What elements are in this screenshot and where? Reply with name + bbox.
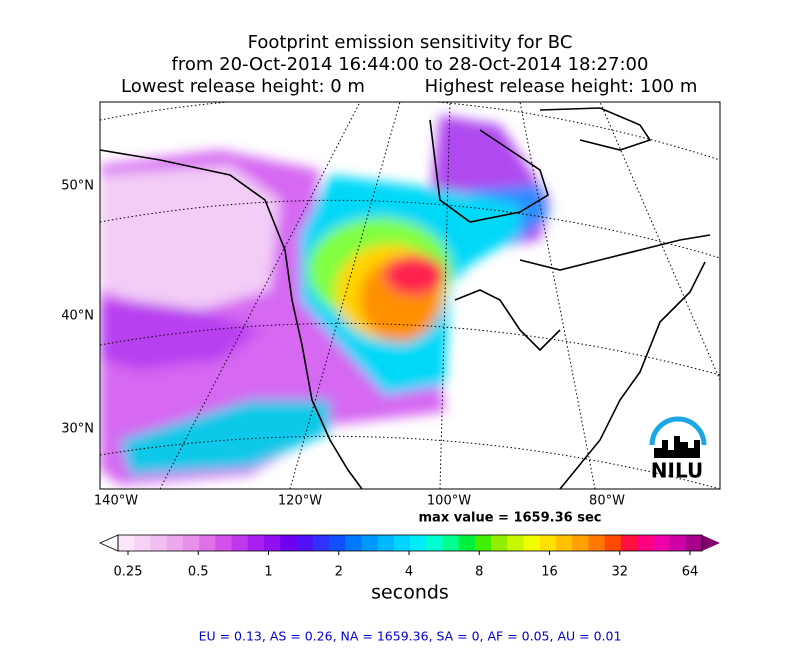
- colorbar-over: [702, 535, 720, 551]
- coastlines: [100, 107, 711, 489]
- colorbar-tick-label: 8: [475, 565, 483, 580]
- lat-label: 40°N: [61, 309, 94, 324]
- lat-label: 30°N: [61, 422, 94, 437]
- colorbar-segment: [393, 535, 411, 551]
- colorbar-segment: [458, 535, 476, 551]
- max-value: max value = 1659.36 sec: [419, 511, 602, 526]
- map: NILU: [100, 102, 720, 489]
- colorbar-tick-label: 0.25: [114, 565, 143, 580]
- colorbar-tick-label: 0.5: [188, 565, 209, 580]
- colorbar-segment: [588, 535, 606, 551]
- colorbar-segment: [669, 535, 687, 551]
- graticule: [100, 102, 720, 489]
- colorbar-segment: [556, 535, 573, 551]
- colorbar-segment: [150, 535, 168, 551]
- lowest-height: Lowest release height: 0 m: [121, 76, 365, 97]
- colorbar-segment: [296, 535, 314, 551]
- colorbar-segment: [231, 535, 249, 551]
- colorbar-segment: [572, 535, 589, 551]
- colorbar-segment: [653, 535, 671, 551]
- colorbar-segment: [166, 535, 184, 551]
- lon-label: 140°W: [94, 494, 138, 509]
- colorbar-segment: [312, 535, 330, 551]
- colorbar-segment: [118, 535, 135, 551]
- colorbar-segment: [328, 535, 346, 551]
- colorbar-segment: [523, 535, 541, 551]
- colorbar-segment: [685, 535, 703, 551]
- colorbar-tick-label: 4: [405, 565, 413, 580]
- nilu-logo: NILU: [649, 416, 707, 483]
- title: Footprint emission sensitivity for BC: [248, 32, 573, 53]
- colorbar-segment: [134, 535, 151, 551]
- colorbar-tick-label: 1: [264, 565, 272, 580]
- colorbar-tick-label: 2: [335, 565, 343, 580]
- colorbar-frame: [117, 534, 703, 552]
- subtitle: from 20-Oct-2014 16:44:00 to 28-Oct-2014…: [172, 54, 649, 75]
- colorbar-segment: [182, 535, 200, 551]
- colorbar-segment: [361, 535, 379, 551]
- colorbar-segment: [410, 535, 427, 551]
- colorbar-segment: [264, 535, 281, 551]
- colorbar-segment: [604, 535, 622, 551]
- colorbar-segment: [491, 535, 508, 551]
- colorbar-segment: [539, 535, 557, 551]
- colorbar-segment: [637, 535, 654, 551]
- lat-label: 50°N: [61, 179, 94, 194]
- plume: [100, 115, 550, 485]
- map-frame: [99, 101, 721, 490]
- colorbar-segment: [280, 535, 297, 551]
- colorbar-tick-label: 16: [541, 565, 558, 580]
- colorbar-segment: [620, 535, 638, 551]
- colorbar-segment: [247, 535, 265, 551]
- colorbar-segment: [199, 535, 216, 551]
- colorbar-label: seconds: [371, 582, 449, 604]
- logo-text: NILU: [651, 459, 703, 483]
- lon-label: 80°W: [589, 494, 625, 509]
- colorbar-segment: [474, 535, 492, 551]
- colorbar-tick-label: 32: [611, 565, 628, 580]
- colorbar-segment: [377, 535, 395, 551]
- colorbar-under: [99, 534, 119, 552]
- lon-label: 100°W: [427, 494, 471, 509]
- highest-height: Highest release height: 100 m: [425, 76, 698, 97]
- colorbar-segment: [426, 535, 443, 551]
- lon-label: 120°W: [278, 494, 322, 509]
- colorbar-segment: [442, 535, 460, 551]
- colorbar-segment: [507, 535, 525, 551]
- region-totals: EU = 0.13, AS = 0.26, NA = 1659.36, SA =…: [199, 629, 622, 644]
- colorbar-segment: [345, 535, 362, 551]
- colorbar-tick-label: 64: [682, 565, 699, 580]
- colorbar-segment: [215, 535, 233, 551]
